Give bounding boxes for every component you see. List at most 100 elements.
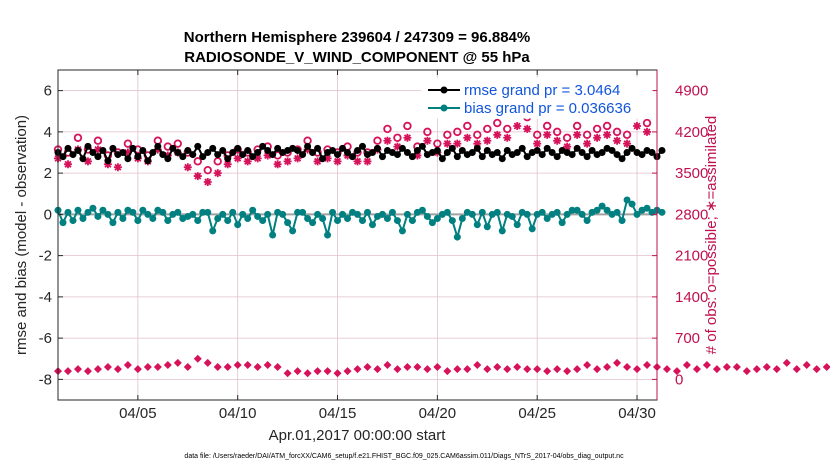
obs-count-marker <box>473 360 482 369</box>
obs-count-marker <box>672 367 681 376</box>
obs-count-marker <box>153 363 162 371</box>
rmse-point <box>204 149 212 156</box>
obs-count-marker <box>323 367 332 376</box>
rmse-point <box>239 151 247 159</box>
bias-point <box>189 210 197 218</box>
bias-point <box>618 217 626 225</box>
assimilated-obs-marker <box>583 139 592 148</box>
bias-point <box>358 217 366 225</box>
rmse-point <box>583 153 591 161</box>
rmse-point <box>59 153 67 161</box>
assimilated-obs-marker <box>353 157 362 166</box>
bias-point <box>174 208 182 216</box>
obs-count-marker <box>353 365 362 374</box>
rmse-point <box>214 151 222 159</box>
y-left-tick-label: 6 <box>44 83 52 100</box>
bias-point <box>244 215 252 222</box>
obs-count-marker <box>443 367 452 376</box>
possible-obs-marker <box>423 127 432 137</box>
obs-count-marker <box>273 363 282 371</box>
bias-point <box>199 208 207 216</box>
rmse-point <box>573 144 581 152</box>
bias-point <box>114 208 122 216</box>
possible-obs-marker <box>393 133 402 142</box>
rmse-point <box>408 153 416 161</box>
bias-point <box>324 231 332 239</box>
rmse-point <box>523 153 531 161</box>
rmse-point <box>124 155 132 163</box>
assimilated-obs-marker <box>623 139 632 148</box>
bias-point <box>378 210 386 218</box>
obs-count-marker <box>742 367 751 376</box>
rmse-point <box>418 142 426 150</box>
rmse-point <box>169 144 177 152</box>
rmse-point <box>543 144 551 152</box>
rmse-point <box>648 149 656 156</box>
bias-point <box>284 219 292 227</box>
rmse-point <box>533 146 541 154</box>
assimilated-obs-marker <box>473 139 482 148</box>
rmse-point <box>294 146 302 154</box>
bias-point <box>393 217 401 225</box>
bias-point <box>229 208 237 216</box>
assimilated-obs-marker <box>423 136 432 145</box>
possible-obs-marker <box>562 133 572 142</box>
y-right-tick-label: 3500 <box>675 165 708 182</box>
rmse-point <box>219 146 227 154</box>
rmse-point <box>154 142 162 150</box>
obs-count-marker <box>133 365 142 374</box>
obs-count-marker <box>343 367 352 376</box>
possible-obs-marker <box>612 127 622 137</box>
bias-point <box>633 210 641 218</box>
obs-count-marker <box>383 360 392 369</box>
obs-count-marker <box>453 365 462 374</box>
assimilated-obs-marker <box>563 142 572 151</box>
possible-obs-marker <box>373 136 382 145</box>
bias-point <box>423 212 431 220</box>
assimilated-obs-marker <box>213 169 222 178</box>
bias-point <box>473 221 481 229</box>
assimilated-obs-marker <box>253 154 262 163</box>
tick-layer: 04/05 04/10 04/15 04/20 04/25 04/30 -8 -6 -4 -2 0 2… <box>39 70 708 422</box>
bias-point <box>104 210 112 218</box>
obs-count-marker <box>792 365 801 374</box>
bias-point <box>428 219 436 227</box>
bias-point <box>643 204 651 212</box>
rmse-point <box>468 149 476 156</box>
obs-count-marker <box>802 360 811 369</box>
x-tick-label: 04/20 <box>419 405 457 422</box>
chart-title-line2: RADIOSONDE_V_WIND_COMPONENT @ 55 hPa <box>184 49 530 66</box>
rmse-point <box>299 151 307 159</box>
x-axis-label: Apr.01,2017 00:00:00 start <box>269 427 447 444</box>
rmse-point <box>119 149 127 156</box>
rmse-point <box>478 153 486 161</box>
bias-point <box>289 227 297 235</box>
obs-count-marker <box>433 363 442 371</box>
rmse-point <box>84 142 92 150</box>
rmse-point <box>304 142 312 150</box>
obs-count-marker <box>503 365 512 374</box>
rmse-point <box>608 146 616 154</box>
rmse-point <box>473 144 481 152</box>
bias-point <box>334 217 342 225</box>
possible-obs-marker <box>383 124 392 134</box>
y-right-tick-label: 2100 <box>675 248 708 265</box>
obs-count-marker <box>712 365 721 374</box>
bias-point <box>84 208 92 216</box>
rmse-point <box>503 146 511 154</box>
possible-obs-marker <box>542 121 552 131</box>
assimilated-obs-marker <box>523 124 532 133</box>
obs-count-marker <box>782 358 791 367</box>
obs-count-marker <box>633 365 642 374</box>
y-axis-label-left: rmse and bias (model - observation) <box>13 115 30 355</box>
obs-count-marker <box>393 365 402 374</box>
possible-obs-marker <box>582 130 592 140</box>
possible-obs-marker <box>403 121 412 131</box>
bias-point <box>269 231 277 239</box>
y-right-tick-label: 700 <box>675 330 700 347</box>
rmse-point <box>259 142 267 150</box>
bias-point <box>363 208 371 216</box>
possible-obs-marker <box>443 130 452 140</box>
